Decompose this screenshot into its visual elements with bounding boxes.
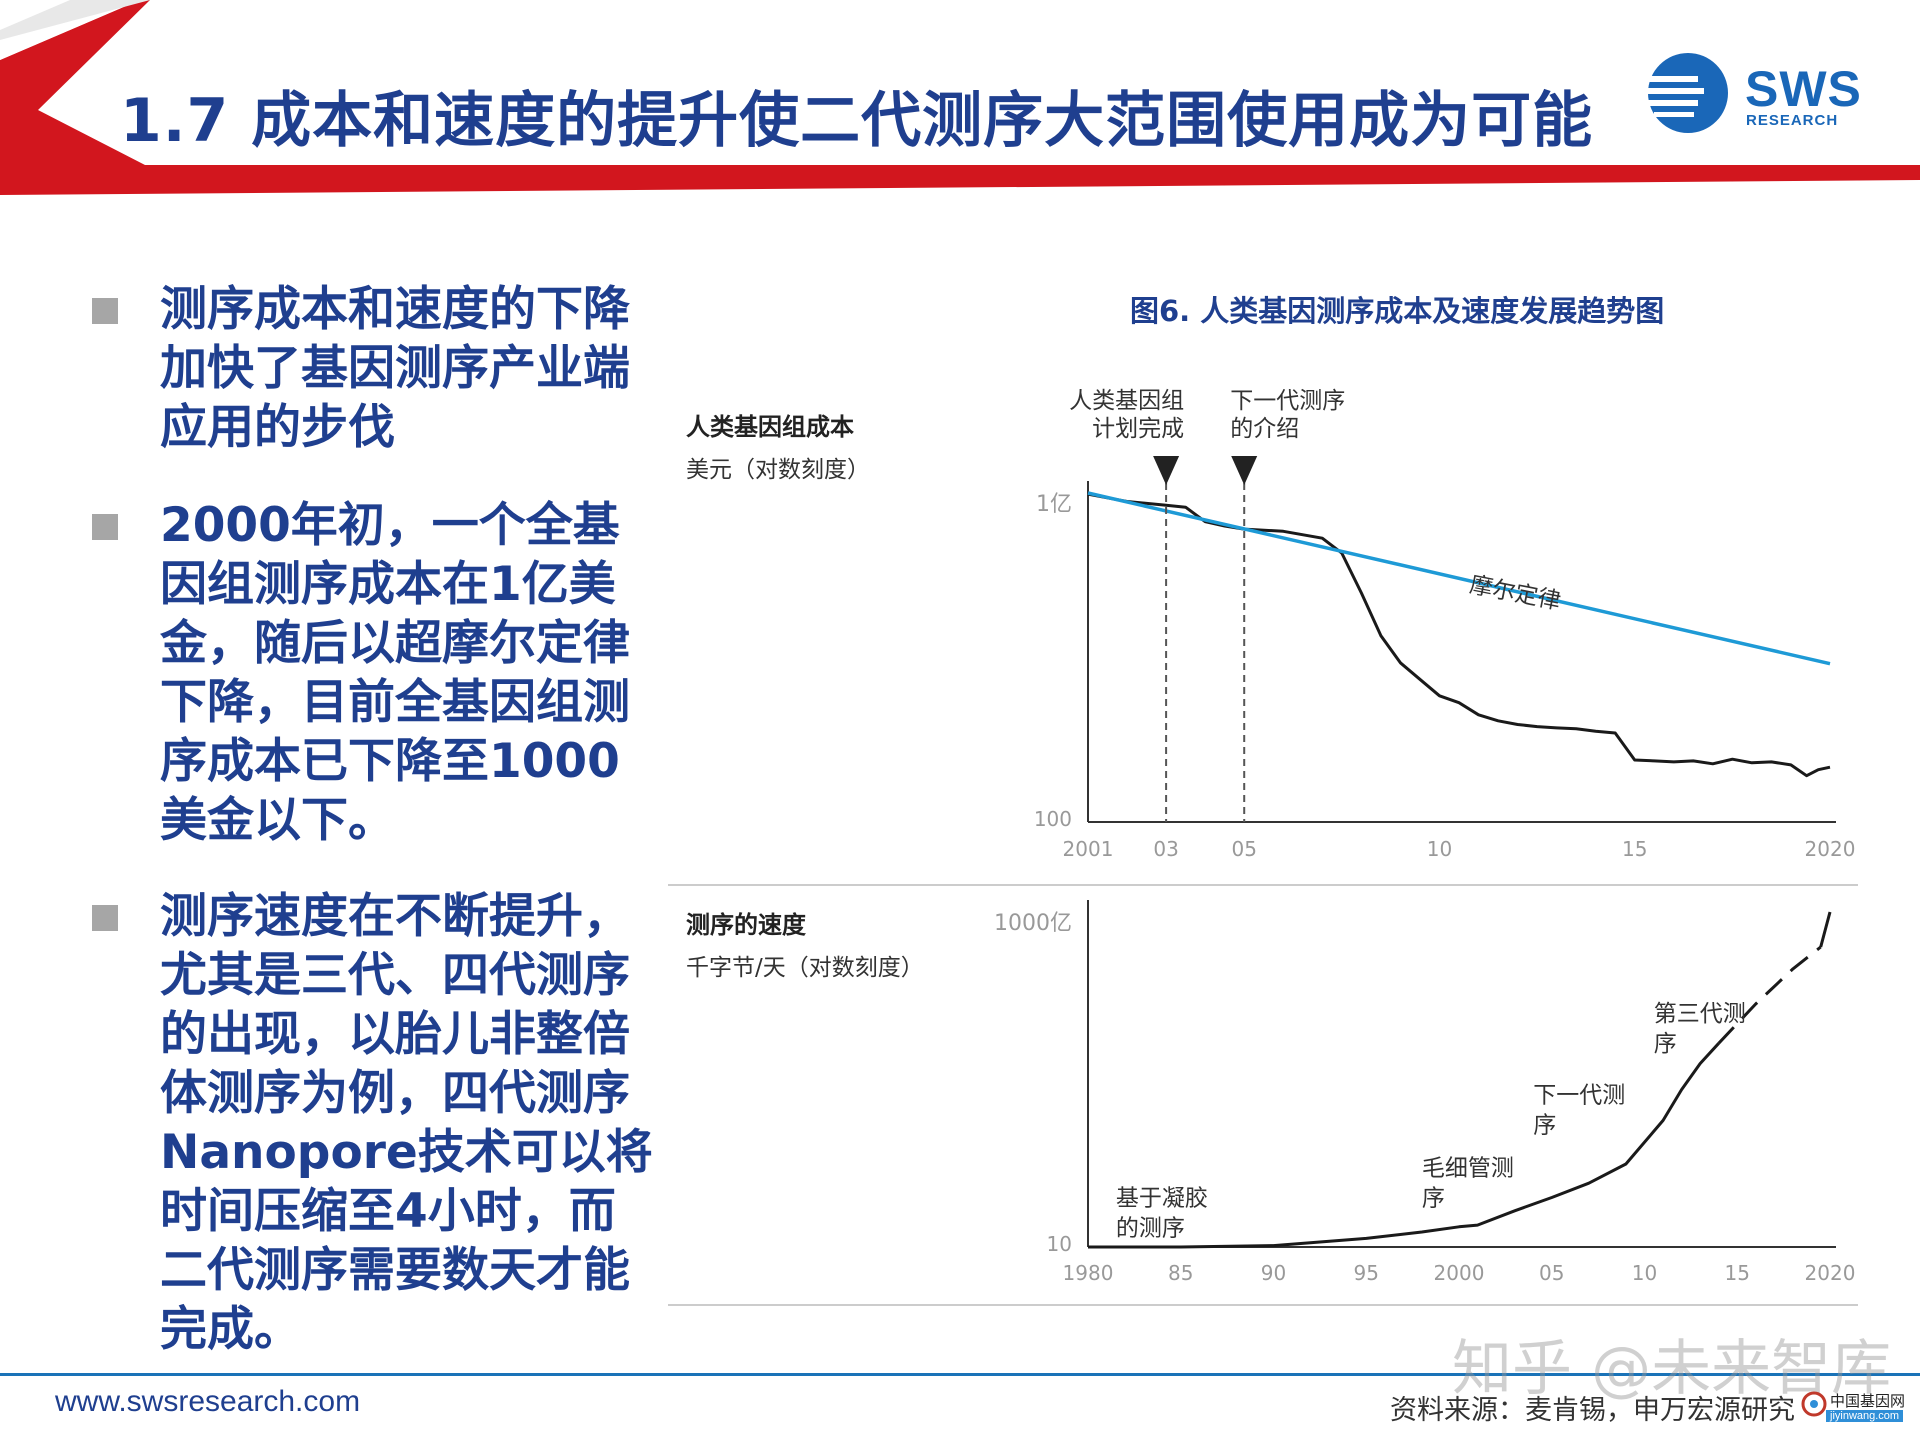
series-line (1087, 491, 1831, 666)
x-tick-label: 15 (1622, 837, 1647, 861)
header-banner (0, 0, 1920, 200)
annotation-label: 第三代测序 (1654, 1001, 1746, 1057)
logo-subtitle: RESEARCH (1746, 112, 1839, 129)
x-tick-label: 90 (1261, 1261, 1286, 1285)
slide-title: 1.7 成本和速度的提升使二代测序大范围使用成为可能 (120, 86, 1594, 156)
figure-title: 图6. 人类基因测序成本及速度发展趋势图 (1130, 294, 1665, 328)
annotation-label: 下一代测序 (1533, 1083, 1625, 1139)
bullet-item: 测序成本和速度的下降加快了基因测序产业端应用的步伐 (92, 280, 660, 457)
y-tick-label: 10 (1047, 1232, 1072, 1256)
x-tick-label: 2000 (1434, 1261, 1485, 1285)
x-tick-label: 85 (1168, 1261, 1193, 1285)
square-bullet-icon (92, 514, 118, 540)
x-tick-label: 2020 (1805, 837, 1856, 861)
x-tick-label: 10 (1427, 837, 1452, 861)
annotation-label: 毛细管测序 (1422, 1155, 1514, 1211)
series-line (1819, 911, 1832, 948)
annotation-label: 基于凝胶的测序 (1116, 1186, 1208, 1242)
corner-logo-text: 中国基因网 (1830, 1392, 1906, 1410)
chart-ylabel: 千字节/天（对数刻度） (686, 955, 924, 981)
chart-ylabel: 美元（对数刻度） (686, 457, 870, 483)
annotation-label: 人类基因组计划完成 (1069, 388, 1184, 442)
x-tick-label: 95 (1354, 1261, 1379, 1285)
chart-title: 测序的速度 (686, 911, 807, 939)
logo-name: SWS (1745, 61, 1862, 117)
corner-logo-sub: jiyinwang.com (1826, 1410, 1904, 1422)
bullet-text: 2000年初，一个全基因组测序成本在1亿美金，随后以超摩尔定律下降，目前全基因组… (160, 498, 630, 848)
annotation-triangle-icon (1231, 456, 1258, 485)
sws-logo-icon (1644, 53, 1728, 133)
annotation-label: 下一代测序的介绍 (1230, 388, 1345, 442)
series-line (1087, 492, 1831, 778)
chart-title: 人类基因组成本 (686, 413, 854, 441)
annotation-triangle-icon (1153, 456, 1180, 485)
bullet-text: 测序成本和速度的下降加快了基因测序产业端应用的步伐 (160, 282, 630, 455)
y-tick-label: 1000亿 (994, 911, 1072, 936)
bullet-text: 测序速度在不断提升，尤其是三代、四代测序的出现，以胎儿非整倍体测序为例，四代测序… (160, 889, 653, 1357)
x-tick-label: 15 (1725, 1261, 1750, 1285)
footer-divider (0, 1373, 1920, 1376)
y-tick-label: 100 (1034, 807, 1072, 831)
square-bullet-icon (92, 905, 118, 931)
x-tick-label: 1980 (1063, 1261, 1114, 1285)
x-tick-label: 2020 (1805, 1261, 1856, 1285)
x-tick-label: 10 (1632, 1261, 1657, 1285)
x-tick-label: 05 (1539, 1261, 1564, 1285)
series-line (1088, 1042, 1720, 1249)
square-bullet-icon (92, 298, 118, 324)
x-tick-label: 05 (1231, 837, 1256, 861)
y-tick-label: 1亿 (1036, 492, 1072, 517)
footer-url: www.swsresearch.com (55, 1385, 361, 1418)
series-line (1717, 945, 1822, 1045)
source-note: 资料来源：麦肯锡，申万宏源研究 (1390, 1395, 1795, 1426)
x-tick-label: 2001 (1063, 837, 1114, 861)
x-tick-label: 03 (1153, 837, 1178, 861)
bullet-item: 测序速度在不断提升，尤其是三代、四代测序的出现，以胎儿非整倍体测序为例，四代测序… (92, 887, 660, 1359)
series-label: 摩尔定律 (1467, 572, 1562, 615)
bullet-item: 2000年初，一个全基因组测序成本在1亿美金，随后以超摩尔定律下降，目前全基因组… (92, 496, 660, 850)
jiyinwang-logo-icon (1801, 1391, 1827, 1417)
